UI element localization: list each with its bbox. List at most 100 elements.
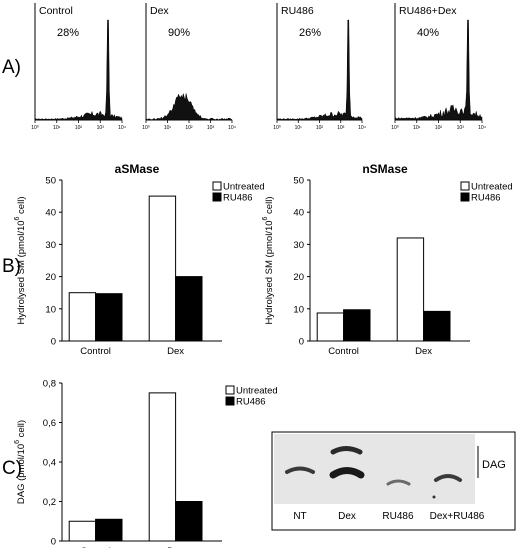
legend-swatch-ru486: [225, 396, 235, 406]
histogram-percent: 40%: [417, 27, 439, 39]
y-tick-label: 40: [45, 208, 56, 219]
histogram-x-tick-label: 10¹: [413, 125, 421, 131]
bar-chart-dag: 0 0,2 0,4 0,6 0,8 DAG (pmol/106 cell) Control D…: [14, 379, 278, 548]
y-tick-label: 20: [293, 272, 304, 283]
legend-swatch-untreated: [225, 385, 235, 395]
y-axis-label: Hydrolysed SM (pmol/106 cell): [14, 197, 27, 325]
y-tick-label: 0,2: [43, 497, 56, 508]
y-tick-label: 30: [293, 240, 304, 251]
histogram-x-tick-label: 10⁰: [391, 125, 399, 131]
y-tick-label: 0: [51, 337, 56, 348]
histogram-profile: [394, 19, 483, 121]
histogram-panel-a: 10⁰ 10¹ 10² 10³ 10⁴ Control 28% 10⁰ 10¹ 10² 10³ 10⁴…: [31, 3, 486, 131]
bar-chart-nsmase: 0 10 20 30 40 50 Hydrolysed SM (pmol/106 cell)…: [262, 162, 513, 357]
legend-label-ru486: RU486: [471, 193, 501, 204]
legend-swatch-ru486: [460, 192, 470, 202]
y-tick-label: 10: [293, 304, 304, 315]
bar-chart-asmase: 0 10 20 30 40 50 Hydrolysed SM (pmol/106 cell)…: [14, 162, 265, 357]
histogram-x-tick-label: 10⁴: [228, 125, 236, 131]
histogram-x-tick-label: 10²: [435, 125, 443, 131]
legend-label-untreated: Untreated: [471, 182, 513, 193]
histogram-x-tick-label: 10³: [457, 125, 465, 131]
y-axis-label: DAG (pmol/106 cell): [14, 420, 27, 504]
y-axis-label: Hydrolysed SM (pmol/106 cell): [262, 197, 275, 325]
legend-swatch-untreated: [212, 181, 222, 191]
histogram-percent: 28%: [57, 27, 79, 39]
bar-untreated-dex: [148, 392, 177, 542]
histogram-profile: [276, 19, 363, 121]
y-tick-label: 50: [293, 176, 304, 187]
x-category-label: Control: [80, 546, 111, 548]
y-tick-label: 0,6: [43, 418, 56, 429]
y-tick-label: 30: [45, 240, 56, 251]
x-category-label: Dex: [415, 346, 432, 357]
histogram-x-tick-label: 10²: [185, 125, 193, 131]
legend-swatch-untreated: [460, 181, 470, 191]
x-category-label: Dex: [167, 546, 184, 548]
histogram-x-tick-label: 10¹: [53, 125, 61, 131]
histogram-ru486: 10⁰ 10¹ 10² 10³ 10⁴ RU486 26%: [273, 3, 366, 131]
y-tick-label: 50: [45, 176, 56, 187]
gel-band-dex-upper: [330, 446, 363, 455]
histogram-title: RU486+Dex: [399, 5, 457, 17]
histogram-title: RU486: [281, 5, 314, 17]
histogram-x-tick-label: 10²: [75, 125, 83, 131]
bar-ru486-control: [95, 293, 123, 342]
y-tick-label: 20: [45, 272, 56, 283]
histogram-x-tick-label: 10⁰: [142, 125, 150, 131]
gel-band-nt: [285, 466, 315, 474]
gel-band-ru486: [386, 479, 411, 486]
bar-untreated-dex: [396, 237, 425, 342]
histogram-x-tick-label: 10³: [97, 125, 105, 131]
histogram-x-tick-label: 10⁴: [118, 125, 126, 131]
y-tick-label: 0,4: [43, 458, 56, 469]
histogram-x-tick-label: 10³: [337, 125, 345, 131]
panel-label-b: B): [2, 256, 21, 277]
legend-label-untreated: Untreated: [223, 182, 265, 193]
gel-lane-label-ru486: RU486: [382, 511, 414, 522]
y-tick-label: 0: [299, 337, 304, 348]
gel-speck: [432, 495, 436, 499]
bar-untreated-control: [68, 292, 97, 342]
dag-band-label: DAG: [482, 459, 506, 471]
legend-swatch-ru486: [212, 192, 222, 202]
bar-ru486-control: [343, 309, 371, 342]
histogram-x-tick-label: 10⁴: [358, 125, 366, 131]
panel-label-c: C): [2, 458, 22, 479]
legend-label-ru486: RU486: [236, 397, 266, 408]
histogram-percent: 26%: [299, 27, 321, 39]
bar-ru486-control: [95, 518, 123, 542]
chart-title: aSMase: [115, 162, 160, 176]
histogram-title: Control: [39, 5, 73, 17]
bar-ru486-dex: [423, 310, 451, 342]
y-tick-label: 10: [45, 304, 56, 315]
histogram-ru486-dex: 10⁰ 10¹ 10² 10³ 10⁴ RU486+Dex 40%: [391, 3, 486, 131]
x-category-label: Dex: [167, 346, 184, 357]
histogram-x-tick-label: 10⁴: [478, 125, 486, 131]
y-tick-label: 0,8: [43, 379, 56, 390]
histogram-profile: [34, 19, 123, 121]
gel-band-dex-ru486: [434, 474, 462, 482]
histogram-profile: [145, 93, 233, 121]
gel-lane-label-nt: NT: [293, 511, 306, 522]
histogram-x-tick-label: 10¹: [295, 125, 303, 131]
y-tick-label: 40: [293, 208, 304, 219]
histogram-x-tick-label: 10³: [207, 125, 215, 131]
tlc-gel: DAG NT Dex RU486 Dex+RU486: [271, 431, 516, 531]
legend-label-ru486: RU486: [223, 193, 253, 204]
bar-untreated-control: [68, 520, 97, 542]
histogram-x-tick-label: 10⁰: [31, 125, 39, 131]
bar-charts: 0 10 20 30 40 50 Hydrolysed SM (pmol/106 cell)…: [14, 162, 513, 548]
x-category-label: Control: [328, 346, 359, 357]
histogram-x-tick-label: 10⁰: [273, 125, 281, 131]
bar-ru486-dex: [175, 276, 203, 342]
gel-lane-label-dex: Dex: [338, 511, 356, 522]
bar-untreated-control: [316, 312, 345, 342]
x-category-label: Control: [80, 346, 111, 357]
histogram-x-tick-label: 10²: [316, 125, 324, 131]
bar-untreated-dex: [148, 195, 177, 342]
gel-band-dex-lower: [329, 467, 365, 479]
legend-label-untreated: Untreated: [236, 386, 278, 397]
gel-lane-label-dex-ru486: Dex+RU486: [430, 511, 485, 522]
